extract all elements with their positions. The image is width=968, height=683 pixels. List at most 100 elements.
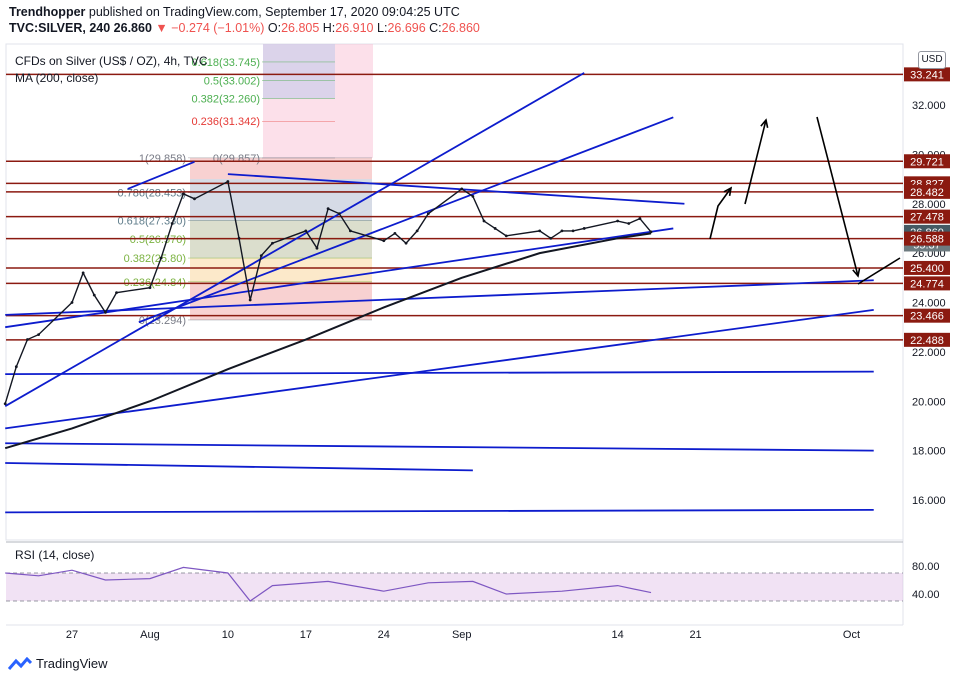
rsi-line [5, 566, 652, 602]
price-point [471, 194, 475, 198]
forecast-arrowhead [852, 267, 861, 278]
price-axis-tag-label: 26.588 [910, 234, 944, 246]
price-axis-tag [904, 184, 950, 199]
price-axis-tag-label: 28.482 [910, 187, 944, 199]
price-point [326, 207, 330, 211]
price-point [460, 187, 464, 191]
price-point [26, 338, 29, 341]
y-tick-label: 32.000 [912, 100, 946, 112]
symbol-info: TVC:SILVER, 240 26.860 ▼ −0.274 (−1.01%)… [9, 21, 480, 35]
fib-level-label: 0.618(27.330) [118, 215, 187, 227]
y-tick-label: 24.000 [912, 298, 946, 310]
forecast-arrow [709, 187, 732, 240]
symbol-name: TVC:SILVER, 240 [9, 21, 111, 35]
rsi-band [6, 573, 903, 601]
price-point [549, 236, 553, 240]
x-tick-label: 24 [378, 629, 390, 641]
ma-200-line [4, 232, 652, 450]
fib-level-label: 1(29.858) [139, 153, 186, 165]
y-tick-label: 18.000 [912, 446, 946, 458]
x-tick-label: Oct [843, 629, 860, 641]
price-axis-tag [904, 276, 950, 291]
forecast-arrow-tail [857, 257, 901, 285]
price-point [115, 291, 118, 295]
fib-zone-yellow [190, 258, 372, 282]
price-point [393, 231, 397, 235]
price-point [14, 365, 18, 369]
price-point [248, 298, 252, 302]
tradingview-footer[interactable]: TradingView [8, 656, 108, 671]
price-change: −0.274 (−1.01%) [171, 21, 265, 35]
x-tick-label: 10 [222, 629, 234, 641]
fib-level-label: 0(29.857) [213, 153, 260, 165]
price-point [482, 219, 486, 223]
ohlc-high: H:26.910 [322, 21, 374, 35]
price-axis-tag [904, 67, 950, 82]
rsi-tick-label: 40.00 [912, 589, 940, 601]
price-point [181, 192, 185, 196]
price-point [148, 286, 152, 290]
rsi-tick-label: 80.00 [912, 561, 940, 573]
price-point [404, 241, 408, 245]
fib-level-label: 0.382(25.80) [124, 253, 186, 265]
fib-level-label: 0.382(32.260) [192, 94, 261, 106]
price-point [638, 217, 642, 220]
trendline [138, 116, 674, 324]
price-point [649, 230, 653, 234]
x-tick-label: Sep [452, 629, 472, 641]
y-tick-label: 20.000 [912, 396, 946, 408]
price-axis-tag [904, 308, 950, 323]
fib-level-label: 0.236(31.342) [192, 116, 261, 128]
price-point [237, 236, 241, 240]
price-point [193, 197, 196, 201]
price-point [104, 310, 107, 314]
price-point [315, 246, 319, 250]
price-point [3, 402, 7, 406]
price-point [37, 333, 40, 336]
price-point [70, 301, 74, 304]
ma-legend: MA (200, close) [15, 71, 99, 85]
trendline [4, 72, 585, 407]
ohlc-open: O:26.805 [267, 21, 320, 35]
price-point [504, 234, 508, 238]
price-point [170, 222, 174, 225]
y-tick-label: 16.000 [912, 495, 946, 507]
price-point [582, 227, 586, 230]
currency-button[interactable]: USD [918, 51, 946, 69]
trendline [5, 370, 874, 375]
price-axis-tag-label: 24.774 [910, 278, 944, 290]
trendline [5, 279, 874, 316]
price-point [271, 241, 274, 245]
forecast-arrowhead [760, 118, 769, 128]
price-axis-tag [904, 332, 950, 347]
price-point [493, 227, 497, 230]
price-axis-tag-label: 25.400 [910, 263, 944, 275]
forecast-arrow [816, 116, 859, 277]
fib-zone-blue [190, 179, 372, 221]
price-axis-tag [904, 209, 950, 224]
price-axis-tag-label: 22.488 [910, 335, 944, 347]
trendline [5, 309, 874, 430]
price-axis-tag [904, 260, 950, 275]
forecast-arrowhead [723, 186, 733, 197]
trendline [5, 442, 874, 452]
trendline [127, 160, 195, 190]
price-axis-tag-label: 27.478 [910, 212, 944, 224]
x-tick-label: 17 [300, 629, 312, 641]
last-price: 26.860 [113, 21, 152, 35]
published-text: published on TradingView.com, September … [88, 5, 460, 19]
price-point [81, 271, 85, 275]
down-arrow-icon: ▼ [155, 21, 168, 35]
price-point [226, 180, 230, 183]
ohlc-close: C:26.860 [429, 21, 480, 35]
price-point [538, 229, 542, 233]
price-point [627, 222, 631, 225]
tradingview-logo-icon [8, 656, 32, 670]
price-point [571, 229, 575, 233]
forecast-arrow [744, 119, 767, 205]
price-axis-tag-label: 29.721 [910, 156, 944, 168]
publisher: Trendhopper [9, 5, 86, 19]
trendline [5, 462, 473, 472]
price-point [616, 219, 620, 223]
